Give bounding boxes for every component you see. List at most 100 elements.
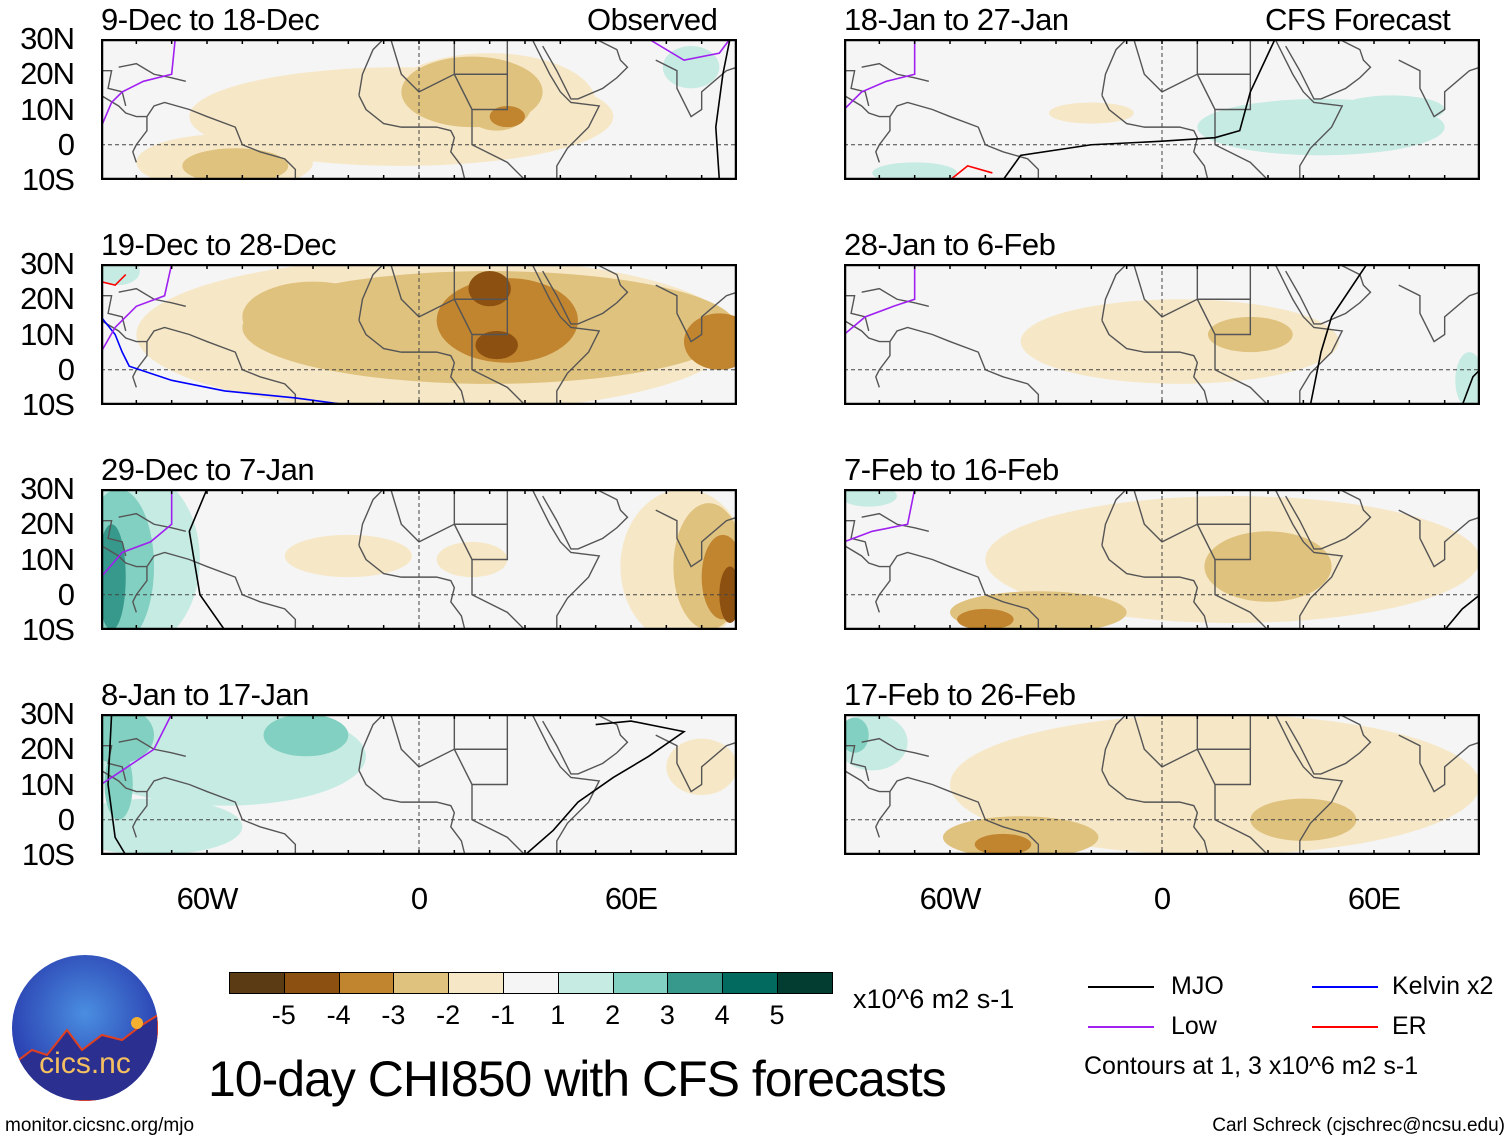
anomaly-region	[101, 798, 243, 855]
coastline	[1101, 320, 1209, 405]
colorbar-label: -2	[436, 1000, 461, 1030]
coastline	[844, 769, 890, 793]
map-panel	[101, 489, 737, 630]
coastline	[531, 489, 601, 630]
coastline	[1196, 523, 1252, 561]
coastline	[844, 745, 870, 782]
coastline	[118, 512, 186, 532]
coastline	[1101, 95, 1209, 180]
coastline	[101, 319, 147, 343]
y-tick-label: 10N	[20, 541, 75, 577]
y-tick-label: 0	[57, 126, 75, 162]
coastline	[1285, 489, 1372, 550]
legend-kelvin: Kelvin x2	[1392, 972, 1494, 1000]
coastline	[531, 264, 601, 405]
coastline	[1274, 714, 1344, 855]
map-panel	[101, 714, 737, 855]
coastline	[358, 545, 466, 630]
anomaly-region	[684, 313, 737, 370]
contour-note: Contours at 1, 3 x10^6 m2 s-1	[1084, 1052, 1419, 1080]
y-tick-label: 20N	[20, 731, 75, 767]
legend-line-er	[1312, 1026, 1378, 1028]
colorbar-swatch	[393, 972, 450, 994]
colorbar-units: x10^6 m2 s-1	[853, 984, 1015, 1014]
panel-title: 17-Feb to 26-Feb	[844, 677, 1076, 712]
map-panel	[101, 264, 737, 405]
panel-title: 28-Jan to 6-Feb	[844, 227, 1056, 262]
mjo-contour	[714, 39, 731, 180]
anomaly-region	[1204, 531, 1332, 602]
mjo-contour	[1309, 264, 1368, 405]
forecast-label: CFS Forecast	[1265, 2, 1451, 37]
panel-title: 29-Dec to 7-Jan	[101, 452, 315, 487]
x-tick-label: 60E	[1347, 881, 1401, 916]
coastline	[844, 295, 870, 332]
low-contour	[101, 39, 176, 128]
coastline	[1398, 509, 1480, 568]
colorbar-swatch	[777, 972, 833, 994]
y-tick-label: 20N	[20, 56, 75, 92]
colorbar-swatch	[667, 972, 724, 994]
anomaly-region	[844, 489, 897, 507]
coastline	[1101, 489, 1128, 546]
coastline	[101, 520, 127, 557]
coastline	[358, 264, 385, 321]
y-tick-label: 10S	[21, 387, 75, 422]
y-tick-label: 10S	[21, 612, 75, 647]
x-tick-label: 0	[410, 881, 428, 916]
anomaly-region	[101, 714, 154, 764]
colorbar-label: -1	[490, 1000, 515, 1030]
y-tick-label: 10N	[20, 91, 75, 127]
coastline	[1196, 748, 1252, 786]
anomaly-region	[719, 566, 737, 623]
anomaly-region	[182, 148, 289, 180]
mjo-contour	[1461, 369, 1480, 405]
coastline	[861, 62, 929, 82]
coastline	[358, 489, 385, 546]
y-tick-label: 30N	[20, 471, 75, 506]
map-svg	[101, 39, 737, 180]
x-tick-label: 60E	[604, 881, 658, 916]
coastline	[1101, 714, 1128, 771]
colorbar-swatch	[557, 972, 614, 994]
map-panel	[844, 39, 1480, 180]
coastline	[1101, 39, 1128, 96]
colorbar-label: -4	[326, 1000, 351, 1030]
coastline	[1101, 545, 1209, 630]
coastline	[1214, 334, 1269, 405]
coastline	[101, 70, 127, 107]
panel-title: 19-Dec to 28-Dec	[101, 227, 336, 262]
coastline	[655, 509, 737, 568]
anomaly-region	[957, 608, 1014, 630]
anomaly-region	[844, 717, 869, 753]
footer-url[interactable]: monitor.cicsnc.org/mjo	[5, 1115, 195, 1136]
coastline	[1214, 109, 1269, 180]
coastline	[453, 523, 509, 561]
coastline	[471, 334, 526, 405]
coastline	[875, 551, 1040, 630]
low-contour	[844, 264, 916, 336]
colorbar-label: 1	[550, 1000, 566, 1030]
anomaly-region	[242, 281, 384, 353]
coastline	[358, 770, 466, 855]
anomaly-region	[1338, 95, 1445, 124]
colorbar-label: -3	[381, 1000, 406, 1030]
anomaly-region	[475, 330, 518, 360]
map-svg	[101, 489, 737, 630]
map-panel	[844, 264, 1480, 405]
map-panel	[101, 39, 737, 180]
y-tick-label: 0	[57, 801, 75, 837]
colorbar-label: 3	[659, 1000, 675, 1030]
colorbar-swatch	[722, 972, 778, 994]
low-contour	[101, 264, 173, 353]
coastline	[844, 544, 890, 568]
cics-logo: cics.nc	[12, 955, 158, 1101]
coastline	[1398, 59, 1480, 118]
map-svg	[844, 264, 1480, 405]
coastline	[1196, 298, 1252, 336]
coastline	[844, 94, 890, 118]
coastline	[542, 39, 629, 100]
coastline	[132, 326, 297, 405]
y-tick-label: 30N	[20, 21, 75, 56]
coastline	[875, 776, 1040, 855]
